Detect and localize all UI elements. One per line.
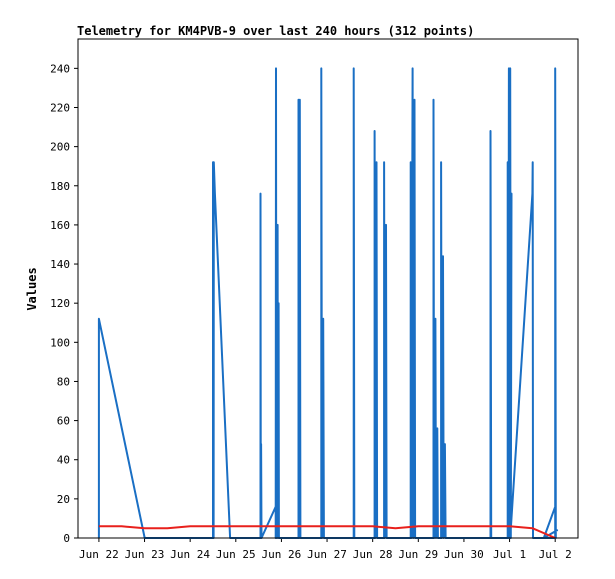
x-tick-label: Jun 25 [216,548,256,561]
y-tick-label: 40 [57,454,70,467]
y-tick-label: 240 [50,62,70,75]
x-tick-label: Jun 22 [79,548,119,561]
y-tick-label: 100 [50,336,70,349]
y-tick-label: 220 [50,101,70,114]
y-tick-label: 160 [50,219,70,232]
x-tick-label: Jun 23 [125,548,165,561]
y-tick-label: 20 [57,493,70,506]
x-tick-label: Jun 27 [307,548,347,561]
chart-title: Telemetry for KM4PVB-9 over last 240 hou… [77,24,474,38]
y-tick-label: 200 [50,141,70,154]
x-tick-label: Jul 1 [493,548,526,561]
plot-frame [77,38,579,539]
y-axis-label: Values [25,267,39,310]
y-tick-label: 140 [50,258,70,271]
series-group [97,67,559,539]
series-line-1 [97,67,559,539]
x-tick-label: Jul 2 [539,548,572,561]
x-tick-label: Jun 24 [170,548,210,561]
y-tick-label: 0 [63,532,70,545]
series-line-2 [98,525,556,539]
x-tick-label: Jun 29 [398,548,438,561]
y-axis-ticks: 0 20 40 60 80 100 120 140 160 180 200 220 240 [50,62,78,545]
x-axis-ticks: Jun 22 Jun 23 Jun 24 Jun 25 Jun 26 Jun 27 Jun … [79,538,572,561]
y-tick-label: 80 [57,375,70,388]
y-tick-label: 180 [50,180,70,193]
x-tick-label: Jun 28 [353,548,393,561]
y-tick-label: 60 [57,415,70,428]
x-tick-label: Jun 26 [262,548,302,561]
x-tick-label: Jun 30 [444,548,484,561]
y-tick-label: 120 [50,297,70,310]
